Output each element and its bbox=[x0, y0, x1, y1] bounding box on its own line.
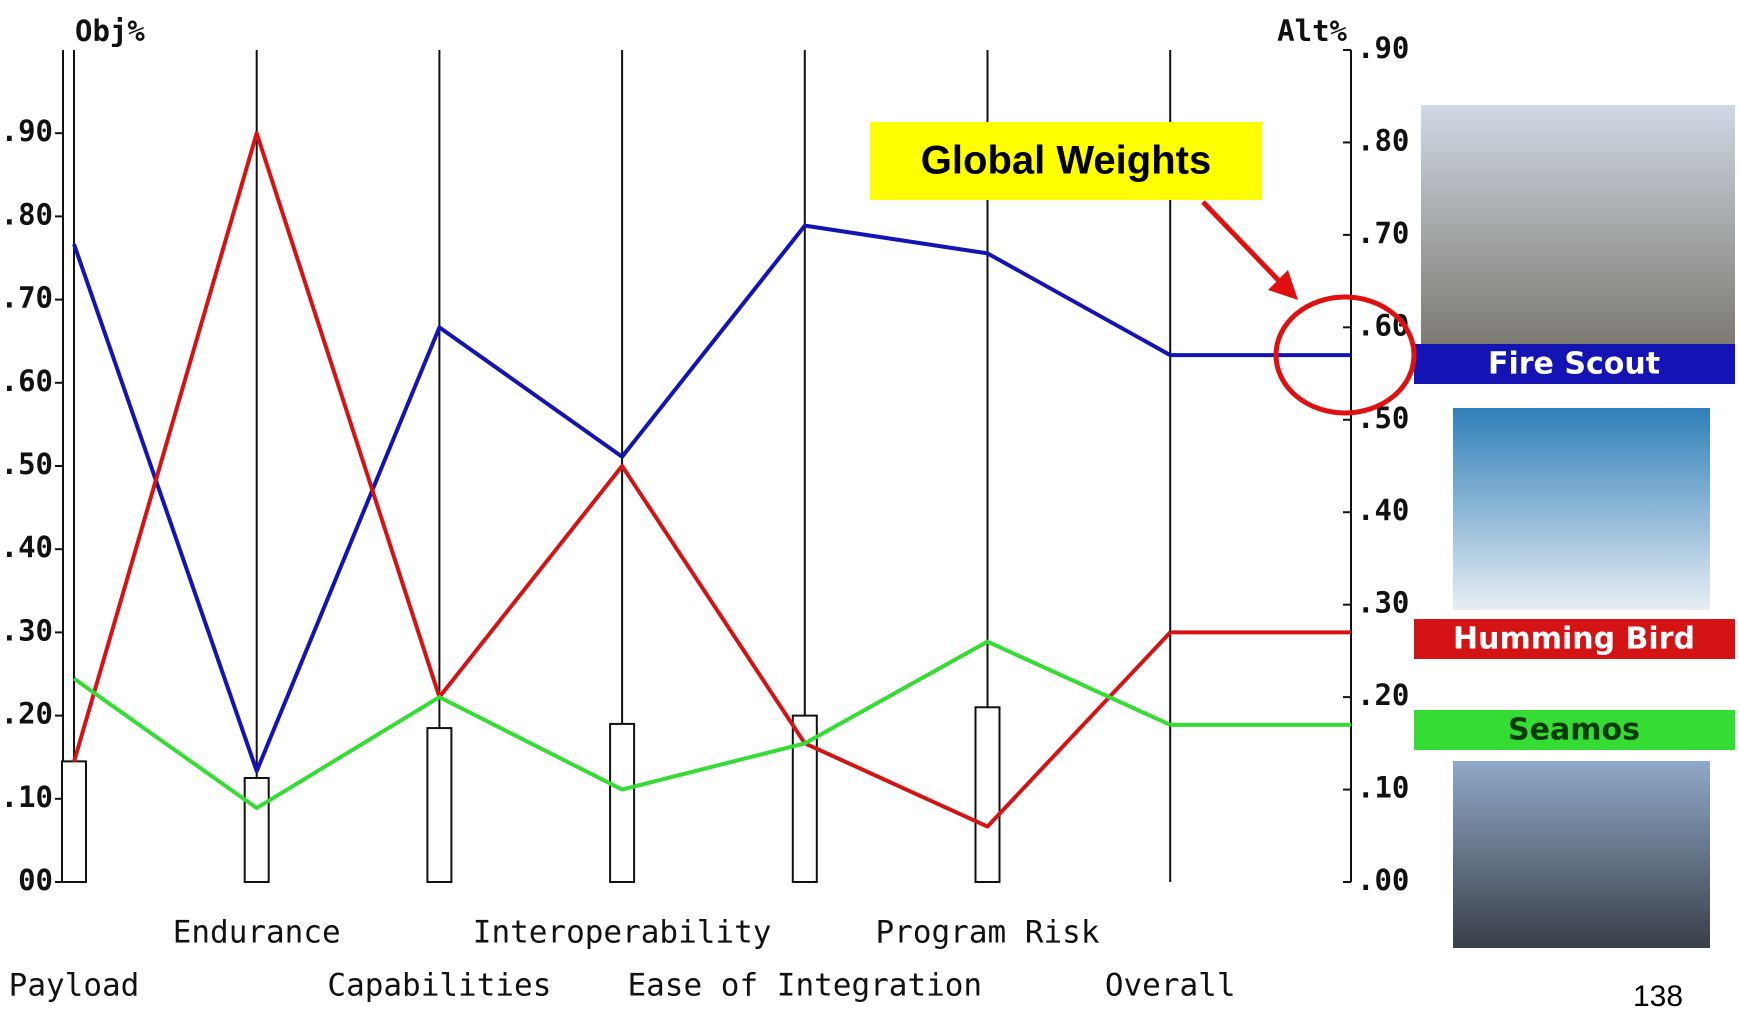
y-axis-title: Obj% bbox=[75, 14, 145, 48]
y-tick-label: 00 bbox=[18, 863, 53, 897]
x-tick-label: Capabilities bbox=[327, 968, 551, 1004]
y-tick-label: .40 bbox=[1, 530, 53, 564]
y2-axis-title: Alt% bbox=[1277, 14, 1347, 48]
bar bbox=[976, 707, 1000, 882]
x-tick-label: Interoperability bbox=[473, 915, 772, 951]
seamos-photo bbox=[1453, 761, 1710, 948]
bar bbox=[245, 778, 269, 882]
y2-tick-label: .80 bbox=[1357, 123, 1409, 157]
y-tick-label: .20 bbox=[1, 697, 53, 731]
fire-scout-photo bbox=[1421, 105, 1735, 344]
legend-label: Seamos bbox=[1508, 713, 1640, 748]
x-tick-label: Program Risk bbox=[876, 915, 1100, 951]
legend-label: Fire Scout bbox=[1488, 347, 1660, 382]
y2-tick-label: .40 bbox=[1357, 493, 1409, 527]
y-tick-label: .80 bbox=[1, 197, 53, 231]
y2-tick-label: .20 bbox=[1357, 678, 1409, 712]
y-tick-label: .10 bbox=[1, 780, 53, 814]
chart: Obj% Alt% 138 00 .10 .20 .30 .40 .50 .60 .70 .80… bbox=[0, 0, 1739, 1017]
y-tick-label: .30 bbox=[1, 613, 53, 647]
y2-tick-label: .70 bbox=[1357, 216, 1409, 250]
y2-tick-label: .10 bbox=[1357, 771, 1409, 805]
y-tick-label: .60 bbox=[1, 364, 53, 398]
annotation: Global Weights bbox=[921, 139, 1211, 183]
y-tick-label: .90 bbox=[1, 114, 53, 148]
y2-tick-label: .90 bbox=[1357, 31, 1409, 65]
bar bbox=[427, 728, 451, 882]
y-tick-label: .50 bbox=[1, 447, 53, 481]
y2-tick-label: .30 bbox=[1357, 586, 1409, 620]
y2-tick-label: .00 bbox=[1357, 863, 1409, 897]
bar bbox=[610, 724, 634, 882]
x-tick-label: Payload bbox=[9, 968, 140, 1004]
x-tick-label: Endurance bbox=[173, 915, 341, 951]
legend-label: Humming Bird bbox=[1453, 622, 1695, 657]
x-tick-label: Ease of Integration bbox=[627, 968, 982, 1004]
page-number: 138 bbox=[1633, 980, 1683, 1013]
annotation-arrow bbox=[1203, 202, 1283, 285]
y-tick-label: .70 bbox=[1, 281, 53, 315]
humming-bird-photo bbox=[1453, 408, 1710, 610]
bar bbox=[62, 761, 86, 882]
x-tick-label: Overall bbox=[1105, 968, 1236, 1004]
